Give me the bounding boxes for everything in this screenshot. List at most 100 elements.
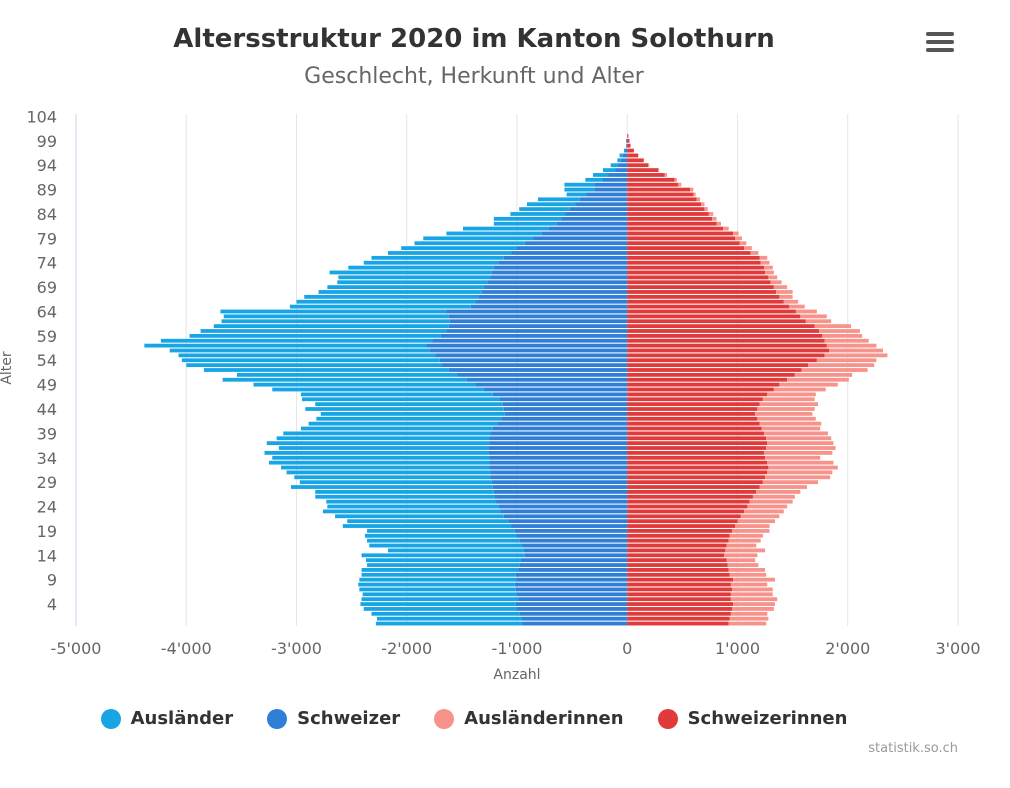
bar-schweizerinnen-age-30[interactable]	[627, 475, 766, 480]
bar-schweizerinnen-age-15[interactable]	[627, 548, 726, 553]
bar-auslaender-age-67[interactable]	[304, 294, 479, 299]
bar-auslaenderinnen-age-86[interactable]	[701, 202, 705, 207]
bar-auslaender-age-54[interactable]	[181, 358, 440, 363]
bar-auslaender-age-41[interactable]	[308, 421, 498, 426]
bar-schweizer-age-6[interactable]	[517, 592, 628, 597]
bar-schweizerinnen-age-34[interactable]	[627, 455, 766, 460]
bar-auslaenderinnen-age-11[interactable]	[728, 568, 766, 572]
bar-schweizer-age-71[interactable]	[490, 275, 628, 280]
bar-auslaender-age-12[interactable]	[367, 563, 520, 567]
bar-schweizer-age-16[interactable]	[522, 543, 628, 548]
bar-auslaenderinnen-age-85[interactable]	[704, 207, 708, 211]
bar-schweizerinnen-age-44[interactable]	[627, 407, 758, 411]
bar-schweizer-age-86[interactable]	[575, 202, 628, 207]
bar-auslaender-age-31[interactable]	[286, 470, 491, 475]
bar-auslaender-age-10[interactable]	[361, 572, 516, 577]
bar-auslaenderinnen-age-51[interactable]	[794, 372, 853, 377]
bar-auslaender-age-97[interactable]	[623, 148, 626, 153]
bar-auslaender-age-50[interactable]	[222, 377, 467, 382]
bar-auslaenderinnen-age-30[interactable]	[765, 475, 831, 480]
bar-schweizer-age-65[interactable]	[470, 304, 628, 309]
bar-schweizerinnen-age-43[interactable]	[627, 411, 756, 416]
bar-schweizer-age-12[interactable]	[519, 563, 628, 567]
bar-schweizer-age-72[interactable]	[491, 270, 628, 275]
bar-schweizerinnen-age-62[interactable]	[627, 319, 806, 324]
bar-auslaender-age-26[interactable]	[315, 494, 495, 499]
bar-schweizer-age-87[interactable]	[579, 197, 628, 202]
bar-auslaenderinnen-age-69[interactable]	[773, 285, 788, 290]
bar-schweizerinnen-age-60[interactable]	[627, 329, 820, 333]
bar-auslaender-age-70[interactable]	[337, 280, 488, 285]
bar-schweizer-age-10[interactable]	[515, 572, 628, 577]
bar-auslaenderinnen-age-2[interactable]	[730, 611, 768, 616]
bar-auslaenderinnen-age-94[interactable]	[648, 163, 650, 168]
bar-schweizerinnen-age-13[interactable]	[627, 558, 727, 563]
bar-auslaender-age-68[interactable]	[318, 290, 482, 294]
bar-auslaender-age-73[interactable]	[348, 265, 494, 270]
bar-auslaender-age-93[interactable]	[602, 168, 616, 172]
bar-schweizer-age-49[interactable]	[475, 382, 628, 387]
bar-schweizerinnen-age-8[interactable]	[627, 582, 731, 587]
bar-schweizerinnen-age-21[interactable]	[627, 519, 738, 524]
bar-auslaender-age-15[interactable]	[388, 548, 524, 553]
bar-auslaenderinnen-age-45[interactable]	[759, 402, 818, 407]
bar-schweizerinnen-age-71[interactable]	[627, 275, 769, 280]
bar-schweizer-age-42[interactable]	[501, 416, 628, 421]
bar-schweizerinnen-age-63[interactable]	[627, 314, 801, 319]
bar-auslaenderinnen-age-15[interactable]	[725, 548, 766, 553]
bar-auslaender-age-69[interactable]	[327, 285, 484, 290]
bar-auslaenderinnen-age-76[interactable]	[750, 251, 759, 255]
bar-auslaenderinnen-age-6[interactable]	[730, 592, 773, 597]
bar-auslaenderinnen-age-5[interactable]	[730, 597, 778, 602]
bar-auslaender-age-92[interactable]	[593, 173, 609, 177]
bar-auslaenderinnen-age-64[interactable]	[795, 309, 817, 314]
bar-schweizerinnen-age-29[interactable]	[627, 480, 763, 485]
bar-schweizerinnen-age-55[interactable]	[627, 353, 825, 358]
bar-auslaender-age-86[interactable]	[526, 202, 576, 207]
bar-schweizerinnen-age-70[interactable]	[627, 280, 771, 285]
bar-schweizer-age-90[interactable]	[594, 182, 628, 187]
bar-auslaender-age-66[interactable]	[296, 299, 476, 304]
bar-schweizer-age-67[interactable]	[478, 294, 628, 299]
bar-auslaenderinnen-age-41[interactable]	[759, 421, 822, 426]
bar-auslaender-age-39[interactable]	[283, 431, 491, 436]
bar-auslaenderinnen-age-27[interactable]	[756, 490, 801, 494]
bar-schweizer-age-19[interactable]	[514, 529, 628, 533]
bar-auslaender-age-11[interactable]	[361, 568, 519, 572]
bar-auslaenderinnen-age-61[interactable]	[814, 324, 852, 329]
bar-schweizer-age-89[interactable]	[594, 187, 628, 192]
bar-auslaender-age-20[interactable]	[342, 524, 512, 528]
bar-auslaenderinnen-age-66[interactable]	[783, 299, 799, 304]
bar-auslaenderinnen-age-4[interactable]	[733, 602, 775, 606]
bar-auslaenderinnen-age-54[interactable]	[816, 358, 877, 363]
bar-schweizer-age-9[interactable]	[517, 577, 628, 582]
bar-auslaender-age-51[interactable]	[236, 372, 458, 377]
bar-schweizerinnen-age-95[interactable]	[627, 158, 644, 163]
bar-auslaender-age-13[interactable]	[365, 558, 521, 563]
bar-auslaenderinnen-age-8[interactable]	[730, 582, 768, 587]
bar-auslaenderinnen-age-84[interactable]	[708, 212, 714, 216]
bar-auslaenderinnen-age-67[interactable]	[779, 294, 793, 299]
bar-auslaender-age-76[interactable]	[388, 251, 512, 255]
bar-auslaenderinnen-age-0[interactable]	[728, 621, 767, 626]
bar-auslaenderinnen-age-14[interactable]	[724, 553, 758, 558]
bar-schweizerinnen-age-28[interactable]	[627, 485, 760, 489]
bar-schweizer-age-5[interactable]	[518, 597, 628, 602]
bar-schweizerinnen-age-10[interactable]	[627, 572, 730, 577]
bar-schweizer-age-11[interactable]	[518, 568, 628, 572]
bar-auslaenderinnen-age-75[interactable]	[759, 255, 768, 260]
bar-schweizerinnen-age-83[interactable]	[627, 216, 713, 221]
bar-auslaenderinnen-age-93[interactable]	[658, 168, 660, 172]
bar-auslaender-age-45[interactable]	[315, 402, 503, 407]
bar-schweizer-age-25[interactable]	[496, 499, 628, 504]
bar-schweizerinnen-age-88[interactable]	[627, 192, 694, 197]
bar-auslaenderinnen-age-35[interactable]	[763, 450, 833, 455]
bar-auslaender-age-64[interactable]	[220, 309, 447, 314]
bar-schweizer-age-40[interactable]	[492, 426, 628, 431]
bar-auslaenderinnen-age-65[interactable]	[789, 304, 805, 309]
bar-schweizerinnen-age-14[interactable]	[627, 553, 725, 558]
bar-schweizer-age-3[interactable]	[517, 607, 628, 611]
bar-schweizerinnen-age-46[interactable]	[627, 397, 763, 402]
bar-auslaenderinnen-age-70[interactable]	[770, 280, 782, 285]
bar-schweizerinnen-age-24[interactable]	[627, 504, 748, 509]
